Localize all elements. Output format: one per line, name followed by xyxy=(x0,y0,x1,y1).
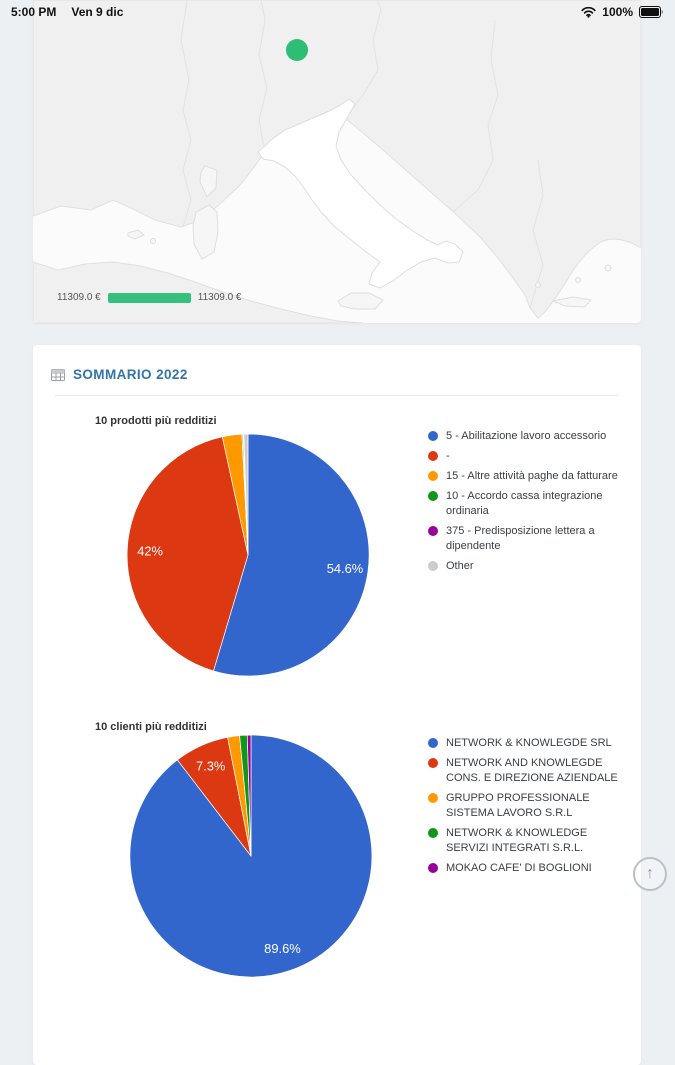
legend-item[interactable]: 5 - Abilitazione lavoro accessorio xyxy=(428,429,620,444)
legend-swatch xyxy=(428,738,438,748)
map-land-africa xyxy=(33,261,364,323)
legend-item[interactable]: Other xyxy=(428,559,620,574)
legend-label: - xyxy=(446,450,450,462)
legend-label: MOKAO CAFE' DI BOGLIONI xyxy=(446,862,592,874)
legend-swatch xyxy=(428,526,438,536)
pie-legend-prodotti: 5 - Abilitazione lavoro accessorio - 15 - … xyxy=(428,429,620,579)
legend-item[interactable]: GRUPPO PROFESSIONALE SISTEMA LAVORO S.R.… xyxy=(428,791,620,821)
map-legend-min: 11309.0 € xyxy=(57,292,101,303)
pie-slice-label: 42% xyxy=(137,543,163,558)
legend-swatch xyxy=(428,431,438,441)
summary-card: SOMMARIO 2022 10 prodotti più redditizi … xyxy=(33,345,641,1065)
map-land-europe xyxy=(33,0,641,319)
pie-slice-label: 54.6% xyxy=(327,561,364,576)
status-date: Ven 9 dic xyxy=(71,5,124,19)
pie-slice-label: 7.3% xyxy=(196,759,225,774)
scroll-to-top-button[interactable]: ↑ xyxy=(633,857,667,891)
legend-item[interactable]: 10 - Accordo cassa integrazione ordinari… xyxy=(428,489,620,519)
legend-label: Other xyxy=(446,560,474,572)
map-legend: 11309.0 € 11309.0 € xyxy=(57,292,242,303)
pie-slice[interactable] xyxy=(246,734,252,857)
legend-swatch xyxy=(428,451,438,461)
pie-chart-clienti[interactable]: 89.6% 7.3% xyxy=(129,734,373,978)
section-divider xyxy=(55,395,619,396)
battery-percent: 100% xyxy=(602,5,633,19)
pie-legend-clienti: NETWORK & KNOWLEGDE SRL NETWORK AND KNOWL… xyxy=(428,736,620,881)
legend-item[interactable]: NETWORK & KNOWLEGDE SRL xyxy=(428,736,620,751)
summary-header: SOMMARIO 2022 xyxy=(33,345,641,395)
legend-item[interactable]: NETWORK & KNOWLEDGE SERVIZI INTEGRATI S.… xyxy=(428,826,620,856)
map-marker[interactable] xyxy=(286,39,308,61)
legend-swatch xyxy=(428,863,438,873)
legend-item[interactable]: 375 - Predisposizione lettera a dipenden… xyxy=(428,524,620,554)
status-time: 5:00 PM xyxy=(11,5,57,19)
chart-title-clienti: 10 clienti più redditizi xyxy=(95,721,207,733)
legend-label: 5 - Abilitazione lavoro accessorio xyxy=(446,430,607,442)
map-islands xyxy=(127,165,612,310)
map-card: 11309.0 € 11309.0 € xyxy=(33,0,641,323)
pie-slice[interactable] xyxy=(243,433,249,556)
status-bar: 5:00 PM Ven 9 dic 100% xyxy=(0,0,675,24)
legend-label: 10 - Accordo cassa integrazione ordinari… xyxy=(446,490,603,517)
pie-slice[interactable] xyxy=(213,433,370,677)
legend-label: 15 - Altre attività paghe da fatturare xyxy=(446,470,618,482)
legend-swatch xyxy=(428,561,438,571)
legend-swatch xyxy=(428,828,438,838)
pie-chart-prodotti[interactable]: 54.6% 42% xyxy=(126,433,370,677)
legend-item[interactable]: MOKAO CAFE' DI BOGLIONI xyxy=(428,861,620,876)
section-title: SOMMARIO 2022 xyxy=(73,367,188,382)
legend-label: NETWORK AND KNOWLEGDE CONS. E DIREZIONE … xyxy=(446,757,618,784)
pie-slice-label: 89.6% xyxy=(264,941,301,956)
legend-swatch xyxy=(428,471,438,481)
map-legend-bar xyxy=(107,292,191,303)
pie-slice[interactable] xyxy=(126,436,249,672)
legend-label: GRUPPO PROFESSIONALE SISTEMA LAVORO S.R.… xyxy=(446,792,590,819)
map-legend-max: 11309.0 € xyxy=(197,292,242,303)
europe-map[interactable] xyxy=(33,0,641,323)
wifi-icon xyxy=(581,6,596,18)
legend-label: NETWORK & KNOWLEDGE SERVIZI INTEGRATI S.… xyxy=(446,827,588,854)
legend-item[interactable]: - xyxy=(428,449,620,464)
table-icon xyxy=(51,368,65,381)
legend-item[interactable]: NETWORK AND KNOWLEGDE CONS. E DIREZIONE … xyxy=(428,756,620,786)
legend-label: NETWORK & KNOWLEGDE SRL xyxy=(446,737,612,749)
legend-swatch xyxy=(428,758,438,768)
battery-icon xyxy=(639,6,664,18)
chart-title-prodotti: 10 prodotti più redditizi xyxy=(95,415,217,427)
legend-item[interactable]: 15 - Altre attività paghe da fatturare xyxy=(428,469,620,484)
legend-label: 375 - Predisposizione lettera a dipenden… xyxy=(446,525,595,552)
legend-swatch xyxy=(428,491,438,501)
map-italy xyxy=(257,98,464,289)
up-arrow-icon: ↑ xyxy=(646,865,654,882)
legend-swatch xyxy=(428,793,438,803)
